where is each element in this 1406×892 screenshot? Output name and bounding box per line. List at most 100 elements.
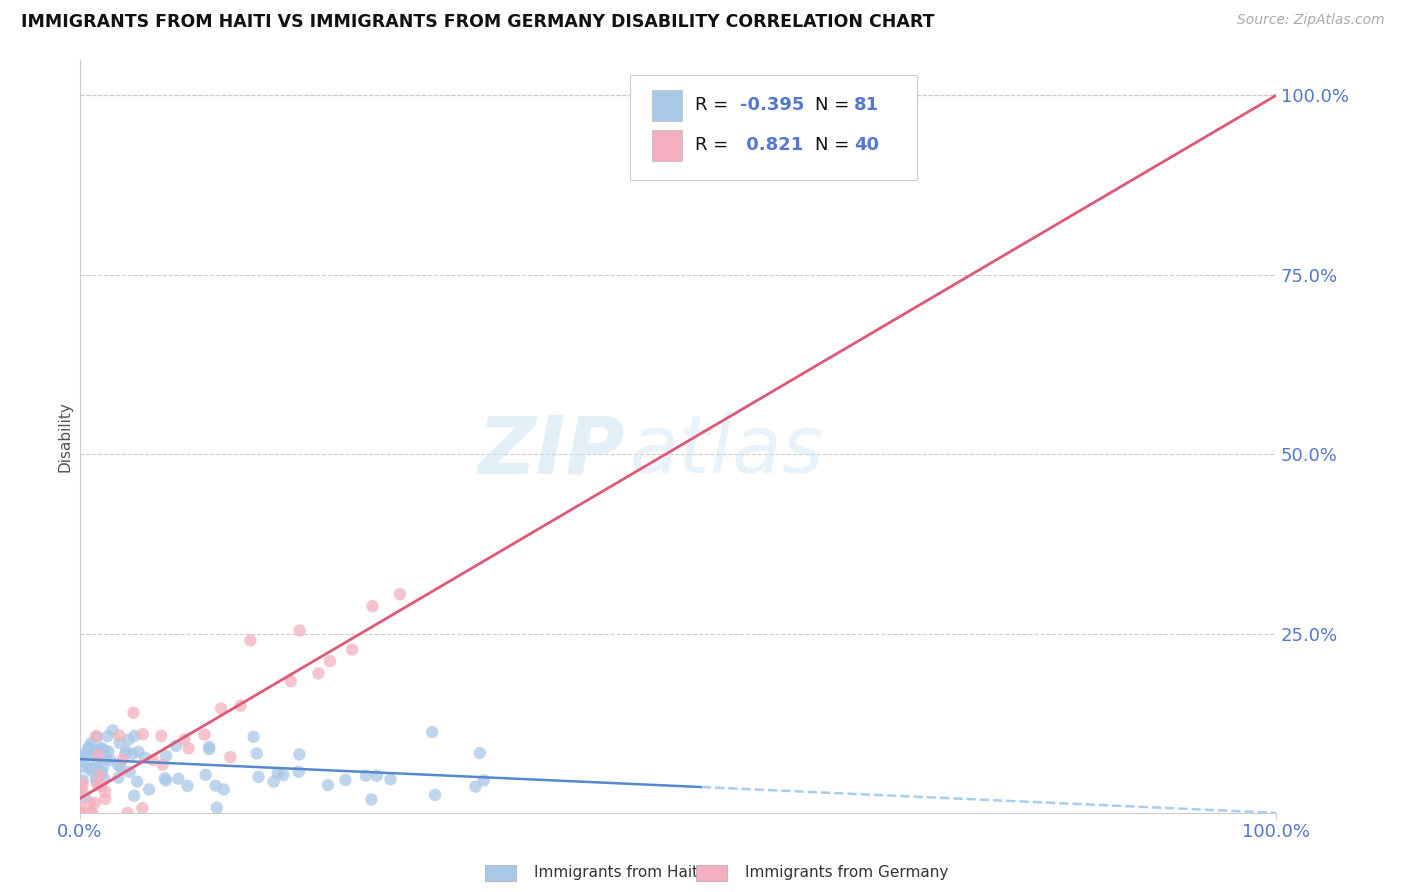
FancyBboxPatch shape bbox=[630, 75, 917, 180]
Point bbox=[319, 654, 342, 668]
Point bbox=[77, 741, 100, 756]
Point bbox=[205, 801, 228, 815]
Point bbox=[167, 772, 190, 786]
Point bbox=[121, 747, 143, 761]
Text: atlas: atlas bbox=[630, 412, 825, 491]
Point bbox=[80, 761, 103, 775]
Text: Source: ZipAtlas.com: Source: ZipAtlas.com bbox=[1237, 13, 1385, 28]
Point bbox=[117, 805, 139, 820]
Point bbox=[90, 742, 112, 756]
Point bbox=[73, 790, 96, 805]
Point bbox=[204, 779, 226, 793]
Point bbox=[138, 782, 160, 797]
Point bbox=[86, 774, 108, 789]
Point bbox=[117, 732, 139, 747]
Point bbox=[114, 747, 136, 761]
Point bbox=[212, 782, 235, 797]
Point bbox=[388, 587, 411, 601]
Point bbox=[132, 727, 155, 741]
Text: N =: N = bbox=[815, 136, 849, 153]
Point bbox=[84, 772, 107, 786]
Point bbox=[108, 728, 131, 742]
Point bbox=[72, 773, 94, 788]
Text: ZIP: ZIP bbox=[477, 412, 624, 491]
Point bbox=[271, 768, 294, 782]
Point bbox=[90, 750, 112, 764]
Point bbox=[77, 761, 100, 775]
Point bbox=[118, 764, 141, 779]
Point bbox=[80, 805, 103, 820]
Point bbox=[288, 624, 311, 638]
Point bbox=[87, 778, 110, 792]
Point bbox=[84, 729, 107, 743]
Point bbox=[86, 730, 108, 744]
Point bbox=[127, 774, 149, 789]
Point bbox=[69, 781, 91, 796]
Point bbox=[229, 698, 252, 713]
Point bbox=[124, 729, 146, 743]
Point bbox=[69, 760, 91, 774]
Point bbox=[194, 768, 217, 782]
Text: 40: 40 bbox=[853, 136, 879, 153]
Point bbox=[87, 745, 110, 759]
Point bbox=[94, 792, 117, 806]
Point bbox=[198, 742, 221, 756]
Point bbox=[360, 792, 382, 806]
Point bbox=[246, 747, 269, 761]
Point bbox=[72, 784, 94, 798]
Point bbox=[70, 805, 93, 820]
Point bbox=[91, 748, 114, 763]
Point bbox=[80, 736, 103, 750]
Point bbox=[155, 773, 177, 788]
Point bbox=[177, 741, 200, 756]
Point bbox=[152, 757, 174, 772]
Point bbox=[70, 805, 93, 820]
Point bbox=[90, 779, 112, 793]
Point bbox=[76, 748, 98, 763]
Point bbox=[340, 642, 363, 657]
Point bbox=[93, 744, 115, 758]
Point bbox=[115, 744, 138, 758]
Point bbox=[165, 739, 187, 753]
Point bbox=[83, 796, 105, 810]
Point bbox=[198, 739, 221, 754]
Point bbox=[280, 674, 302, 689]
Point bbox=[77, 739, 100, 754]
Point bbox=[239, 633, 262, 648]
Bar bbox=[651, 129, 682, 161]
Point bbox=[420, 725, 443, 739]
Point bbox=[142, 753, 165, 767]
Point bbox=[69, 748, 91, 763]
Point bbox=[110, 760, 132, 774]
Point bbox=[69, 800, 91, 814]
Point bbox=[266, 766, 288, 780]
Point bbox=[91, 747, 114, 761]
Point bbox=[307, 666, 329, 681]
Text: 81: 81 bbox=[853, 95, 879, 114]
Text: Immigrants from Germany: Immigrants from Germany bbox=[745, 865, 949, 880]
Point bbox=[242, 730, 264, 744]
Point bbox=[86, 758, 108, 772]
Point bbox=[354, 769, 377, 783]
Text: R =: R = bbox=[695, 136, 728, 153]
Point bbox=[107, 771, 129, 785]
Point bbox=[287, 764, 309, 779]
Point bbox=[96, 752, 118, 766]
Point bbox=[361, 599, 384, 614]
Text: IMMIGRANTS FROM HAITI VS IMMIGRANTS FROM GERMANY DISABILITY CORRELATION CHART: IMMIGRANTS FROM HAITI VS IMMIGRANTS FROM… bbox=[21, 13, 935, 31]
Text: -0.395: -0.395 bbox=[740, 95, 804, 114]
Point bbox=[335, 772, 357, 787]
Point bbox=[90, 765, 112, 780]
Point bbox=[131, 801, 153, 815]
Point bbox=[380, 772, 402, 787]
Point bbox=[468, 746, 491, 760]
Point bbox=[127, 745, 149, 759]
Point bbox=[464, 780, 486, 794]
Point bbox=[111, 752, 134, 766]
Point bbox=[155, 748, 177, 763]
Point bbox=[153, 772, 176, 786]
Point bbox=[94, 747, 117, 762]
Point bbox=[288, 747, 311, 762]
Point bbox=[82, 805, 104, 820]
Point bbox=[122, 706, 145, 720]
